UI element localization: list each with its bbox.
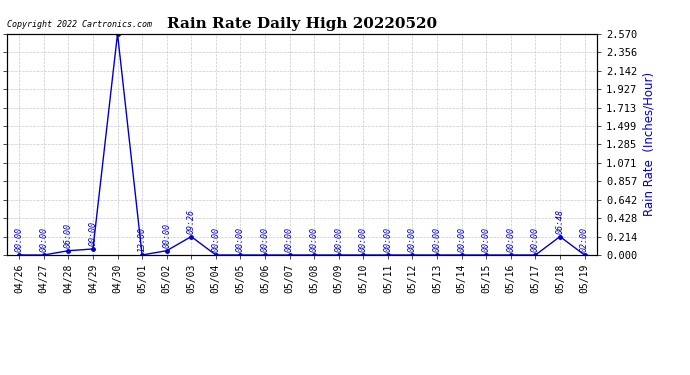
Text: 19:57: 19:57: [113, 6, 122, 31]
Text: 00:00: 00:00: [531, 227, 540, 252]
Text: 06:48: 06:48: [555, 209, 564, 234]
Text: 00:00: 00:00: [162, 223, 171, 248]
Text: 00:00: 00:00: [482, 227, 491, 252]
Text: 02:00: 02:00: [580, 227, 589, 252]
Text: 00:00: 00:00: [408, 227, 417, 252]
Text: 06:00: 06:00: [64, 223, 73, 248]
Text: 00:00: 00:00: [384, 227, 393, 252]
Text: 09:26: 09:26: [187, 209, 196, 234]
Text: 00:00: 00:00: [334, 227, 343, 252]
Text: 00:00: 00:00: [236, 227, 245, 252]
Text: 00:00: 00:00: [310, 227, 319, 252]
Text: 00:00: 00:00: [261, 227, 270, 252]
Text: Copyright 2022 Cartronics.com: Copyright 2022 Cartronics.com: [7, 20, 152, 29]
Text: 00:00: 00:00: [457, 227, 466, 252]
Text: 00:00: 00:00: [88, 221, 97, 246]
Y-axis label: Rain Rate  (Inches/Hour): Rain Rate (Inches/Hour): [642, 72, 655, 216]
Text: 13:00: 13:00: [137, 227, 146, 252]
Text: 00:00: 00:00: [39, 227, 48, 252]
Text: 00:00: 00:00: [433, 227, 442, 252]
Text: 00:00: 00:00: [211, 227, 220, 252]
Text: 00:00: 00:00: [285, 227, 294, 252]
Text: 00:00: 00:00: [14, 227, 23, 252]
Text: 00:00: 00:00: [506, 227, 515, 252]
Title: Rain Rate Daily High 20220520: Rain Rate Daily High 20220520: [167, 17, 437, 31]
Text: 00:00: 00:00: [359, 227, 368, 252]
